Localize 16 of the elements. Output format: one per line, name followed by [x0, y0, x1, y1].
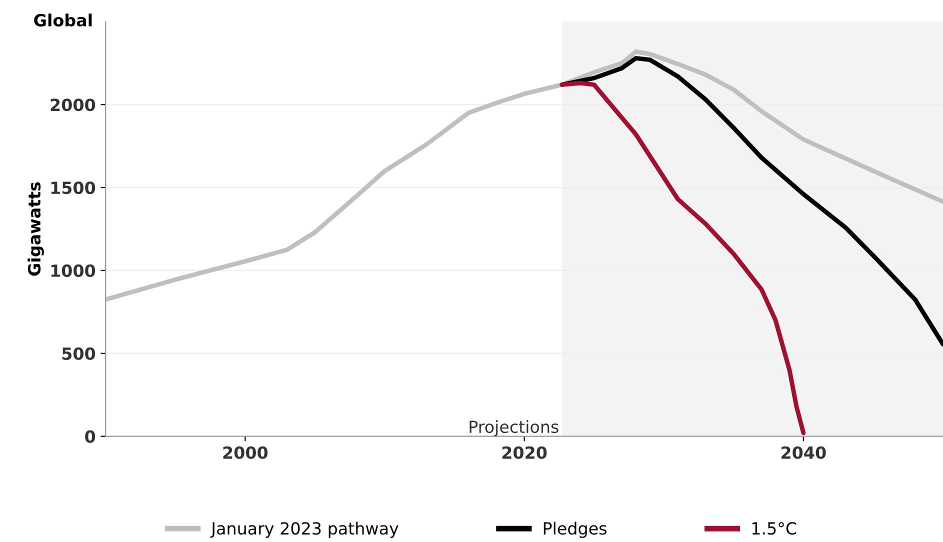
x-tick-label: 2000 [223, 446, 268, 459]
y-tick-label: 2000 [50, 98, 96, 112]
legend-label: January 2023 pathway [210, 522, 398, 538]
y-tick-label: 1000 [51, 264, 96, 278]
legend-label: 1.5°C [752, 522, 796, 535]
line-series [560, 80, 806, 436]
line-series [106, 49, 943, 302]
legend-label: Pledges [544, 522, 606, 538]
y-tick-label: 1500 [51, 181, 96, 194]
y-tick-label: 500 [62, 347, 96, 360]
y-tick-label: 0 [85, 430, 96, 443]
x-tick-label: 2040 [782, 446, 826, 459]
y-axis-title: Gigawatts [28, 182, 44, 276]
band-label: Projections [470, 420, 558, 436]
chart-title: Global [34, 14, 92, 27]
x-tick-label: 2020 [502, 446, 547, 459]
